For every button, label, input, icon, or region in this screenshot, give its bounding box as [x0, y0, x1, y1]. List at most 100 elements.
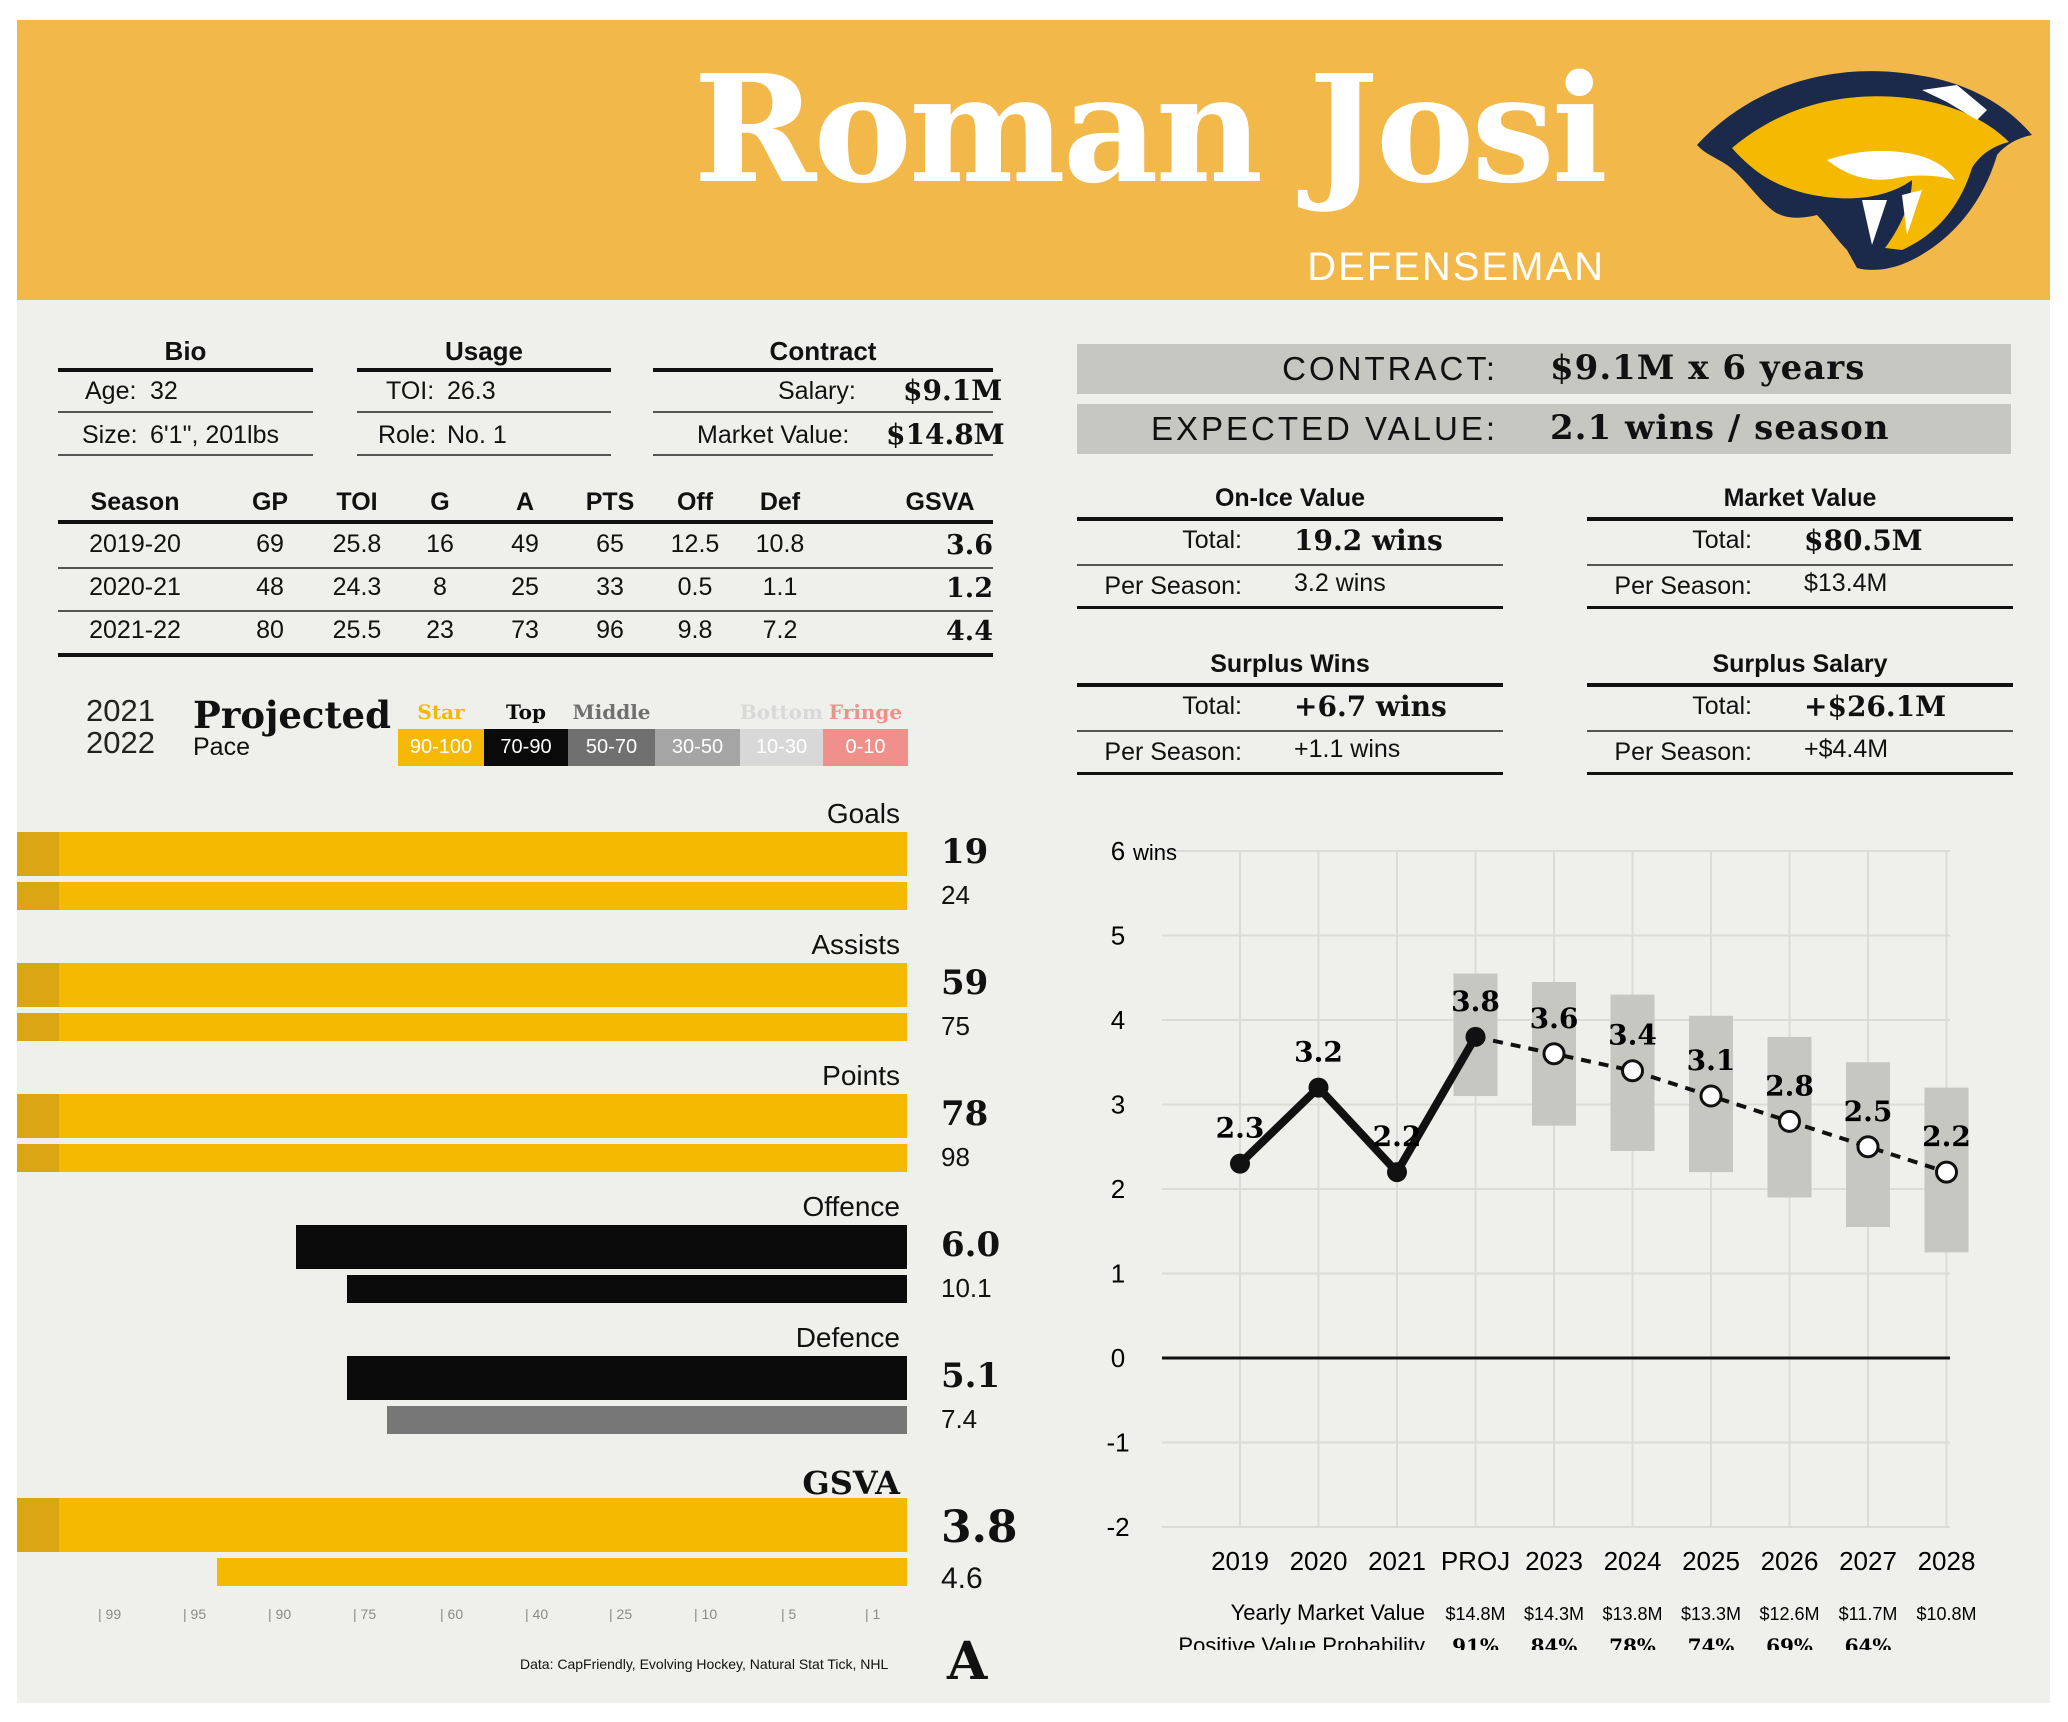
market-value: $10.8M [1916, 1604, 1976, 1624]
divider [653, 454, 993, 456]
percentile-tick: | 10 [694, 1606, 718, 1622]
projection-point [1699, 1084, 1723, 1108]
toi-label: TOI: [386, 377, 435, 405]
tier-range-chip: 70-90 [484, 729, 568, 766]
divider [1587, 683, 2013, 687]
history-point [1230, 1153, 1250, 1174]
table-cell: 2019-20 [89, 530, 181, 558]
contract-title: Contract [769, 336, 877, 366]
player-name: Roman Josi [693, 42, 1608, 216]
value-box-title: Surplus Wins [1210, 650, 1370, 678]
expected-value-bar [1077, 404, 2011, 454]
table-cell: 9.8 [677, 616, 713, 644]
percentile-tick: | 60 [440, 1606, 464, 1622]
data-label: 2.8 [1765, 1069, 1814, 1102]
data-source: Data: CapFriendly, Evolving Hockey, Natu… [520, 1656, 889, 1672]
pace-value: 7.4 [941, 1404, 978, 1434]
table-cell: 3.6 [946, 530, 993, 561]
table-cell: 65 [596, 530, 624, 558]
per-season-label: Per Season: [1614, 738, 1752, 766]
percentile-tick: | 5 [781, 1606, 797, 1622]
table-cell: 25 [511, 573, 539, 601]
projected-bar [17, 1094, 907, 1138]
percentile-tick: | 75 [353, 1606, 377, 1622]
y-tick-label: 3 [1111, 1090, 1125, 1120]
pace-bar [17, 1013, 907, 1041]
projected-bar [17, 832, 907, 876]
divider [1587, 772, 2013, 775]
table-cell: 0.5 [677, 573, 713, 601]
player-position: DEFENSEMAN [1307, 245, 1605, 289]
probability-value: 69% [1766, 1634, 1813, 1650]
pace-bar [217, 1558, 907, 1586]
usage-title: Usage [444, 336, 524, 366]
table-cell: 69 [256, 530, 284, 558]
per-season-label: Per Season: [1104, 738, 1242, 766]
pace-bar [17, 1144, 907, 1172]
probability-label: Positive Value Probability [1178, 1633, 1425, 1650]
data-label: 2.2 [1922, 1120, 1971, 1153]
team-logo-icon [1697, 71, 2032, 270]
toi-value: 26.3 [447, 377, 496, 405]
role-value: No. 1 [447, 421, 507, 449]
age-value: 32 [150, 377, 178, 405]
total-label: Total: [1692, 692, 1752, 720]
table-cell: 49 [511, 530, 539, 558]
table-header-cell: TOI [336, 488, 378, 516]
per-season-label: Per Season: [1614, 572, 1752, 600]
x-tick-label: 2025 [1682, 1546, 1740, 1576]
data-label: 2.5 [1844, 1095, 1893, 1128]
y-tick-label: -2 [1106, 1512, 1129, 1542]
pace-bar [17, 882, 907, 910]
pace-label: Pace [193, 733, 250, 761]
data-label: 3.8 [1451, 985, 1500, 1018]
per-season-value: $13.4M [1804, 569, 1888, 597]
x-tick-label: PROJ [1441, 1546, 1510, 1576]
age-label: Age: [85, 377, 137, 405]
percentile-tick: | 99 [98, 1606, 122, 1622]
divider [357, 368, 611, 372]
divider [58, 454, 313, 456]
tier-label: Top [506, 700, 546, 724]
bar-cap [17, 832, 59, 876]
tier-range-chip: 90-100 [398, 729, 484, 766]
divider [653, 368, 993, 372]
divider [1077, 517, 1503, 521]
x-tick-label: 2020 [1290, 1546, 1348, 1576]
header-banner: Roman Josi DEFENSEMAN [17, 20, 2050, 300]
x-tick-label: 2028 [1918, 1546, 1976, 1576]
projection-point [1621, 1059, 1644, 1083]
y-axis-label: wins [1132, 840, 1177, 865]
projected-value: 5.1 [941, 1356, 1001, 1396]
brand-logo-icon: A [947, 1631, 988, 1692]
per-season-value: +$4.4M [1804, 735, 1889, 763]
table-cell: 48 [256, 573, 284, 601]
table-cell: 1.2 [946, 573, 993, 604]
table-cell: 33 [596, 573, 624, 601]
total-value: 19.2 wins [1294, 524, 1443, 557]
contract-key: CONTRACT: [1282, 350, 1498, 387]
contract-summary-bar [1077, 344, 2011, 394]
metric-name: Offence [802, 1191, 900, 1222]
tier-range-chip: 10-30 [740, 729, 823, 766]
bar-cap [17, 963, 59, 1007]
percentile-tick: | 90 [268, 1606, 292, 1622]
market-value: $11.7M [1839, 1604, 1898, 1624]
table-cell: 16 [426, 530, 454, 558]
tier-range-chip: 30-50 [655, 729, 740, 766]
total-label: Total: [1182, 526, 1242, 554]
history-point [1465, 1026, 1486, 1047]
divider [357, 411, 611, 413]
total-label: Total: [1182, 692, 1242, 720]
table-cell: 2020-21 [89, 573, 181, 601]
table-cell: 8 [433, 573, 447, 601]
tier-label: Middle [572, 700, 651, 724]
bar-cap [17, 1144, 59, 1172]
y-tick-label: -1 [1106, 1428, 1129, 1458]
table-cell: 7.2 [762, 616, 798, 644]
pace-value: 98 [941, 1142, 970, 1172]
divider [58, 411, 313, 413]
divider [1077, 772, 1503, 775]
divider [1587, 606, 2013, 609]
bar-cap [17, 1498, 59, 1552]
